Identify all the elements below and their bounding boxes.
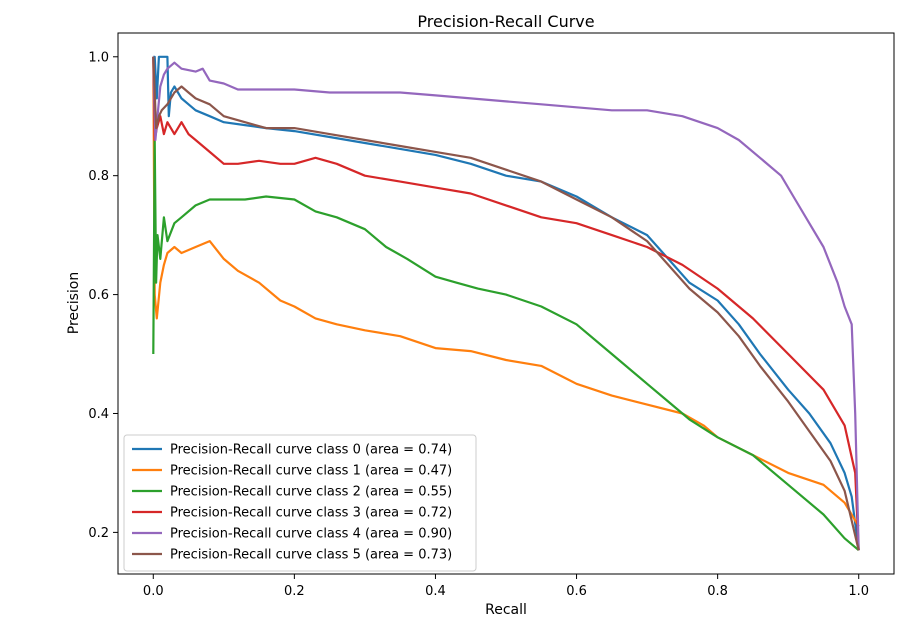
x-tick-label: 0.0 xyxy=(143,584,164,599)
series-line-class-3 xyxy=(152,56,860,551)
plot-frame xyxy=(117,32,895,575)
x-tick-label: 0.4 xyxy=(425,584,446,599)
legend-label-class-3: Precision-Recall curve class 3 (area = 0… xyxy=(170,506,452,521)
legend-label-class-2: Precision-Recall curve class 2 (area = 0… xyxy=(170,485,452,500)
x-tick-label: 0.6 xyxy=(566,584,587,599)
x-axis-ticks: 0.0 0.2 0.4 0.6 0.8 1.0 xyxy=(143,574,869,599)
y-tick-label: 0.8 xyxy=(88,169,109,184)
y-tick-label: 1.0 xyxy=(88,50,109,65)
series-line-class-1 xyxy=(152,56,860,527)
plot-area xyxy=(152,55,860,552)
legend-label-class-0: Precision-Recall curve class 0 (area = 0… xyxy=(170,443,452,458)
series-line-class-5 xyxy=(152,56,860,551)
x-tick-label: 0.2 xyxy=(284,584,305,599)
x-tick-label: 0.8 xyxy=(707,584,728,599)
y-axis-ticks: 0.2 0.4 0.6 0.8 1.0 xyxy=(88,50,118,541)
y-tick-label: 0.6 xyxy=(88,288,109,303)
y-tick-label: 0.4 xyxy=(88,407,109,422)
y-axis-label: Precision xyxy=(66,272,82,334)
series-line-class-0 xyxy=(153,55,860,551)
x-tick-label: 1.0 xyxy=(848,584,869,599)
legend-box xyxy=(123,434,477,572)
series-layer xyxy=(152,55,860,552)
legend: Precision-Recall curve class 0 (area = 0… xyxy=(123,434,477,572)
legend-label-class-5: Precision-Recall curve class 5 (area = 0… xyxy=(170,548,452,563)
series-line-class-2 xyxy=(152,138,860,552)
x-axis-label: Recall xyxy=(485,602,527,618)
y-tick-label: 0.2 xyxy=(88,526,109,541)
legend-label-class-1: Precision-Recall curve class 1 (area = 0… xyxy=(170,464,452,479)
chart-title: Precision-Recall Curve xyxy=(417,12,594,31)
legend-label-class-4: Precision-Recall curve class 4 (area = 0… xyxy=(170,527,452,542)
series-line-class-4 xyxy=(152,56,860,551)
